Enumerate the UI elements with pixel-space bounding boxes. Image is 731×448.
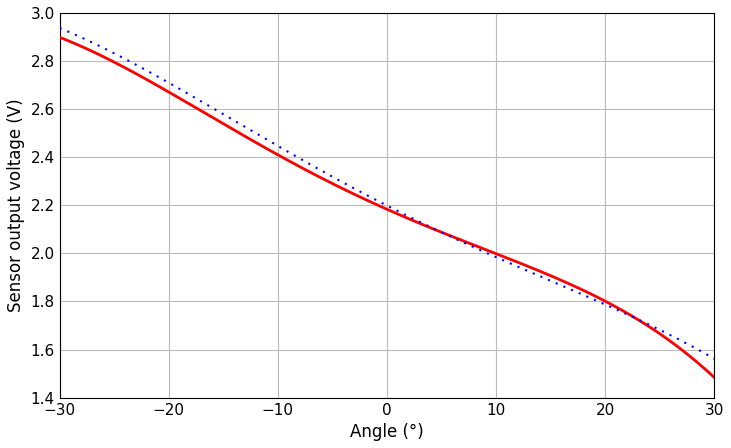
Y-axis label: Sensor output voltage (V): Sensor output voltage (V) xyxy=(7,99,25,312)
X-axis label: Angle (°): Angle (°) xyxy=(350,423,424,441)
